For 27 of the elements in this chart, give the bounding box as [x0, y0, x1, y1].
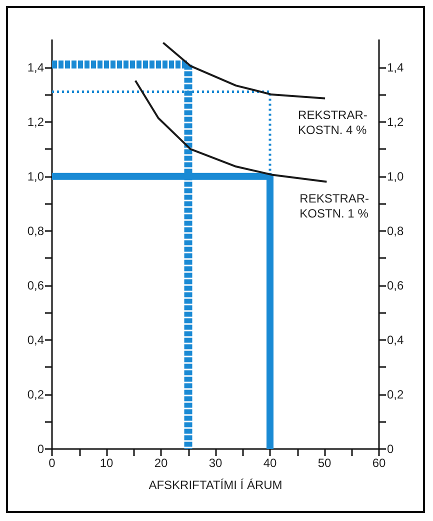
- y2-tick-label: 0,4: [387, 332, 404, 347]
- x-axis-title: AFSKRIFTATÍMI Í ÁRUM: [148, 478, 282, 492]
- y2-tick-label: 0,8: [387, 224, 404, 238]
- line-series: [162, 42, 326, 100]
- y2-tick-label: 0,6: [387, 278, 404, 292]
- x-tick-label: 20: [154, 456, 168, 470]
- x-tick-label: 10: [100, 456, 114, 470]
- y-tick-label: 1,2: [27, 114, 44, 129]
- x-tick-label: 50: [318, 456, 332, 470]
- x-tick-label: 0: [48, 456, 56, 470]
- x-tick-label: 30: [208, 456, 222, 470]
- y-tick-label: 0,2: [27, 387, 44, 402]
- y2-tick-label: 0,2: [387, 387, 404, 402]
- y-tick-label: 1,4: [27, 60, 44, 74]
- y2-tick-label: 1,0: [387, 169, 404, 184]
- y-tick-label: 0,6: [27, 278, 44, 292]
- y2-tick-label: 1,4: [387, 60, 404, 74]
- x-tick-label: 40: [263, 456, 277, 470]
- y-tick-label: 0,8: [27, 224, 44, 238]
- series-label: REKSTRAR- KOSTN. 4 %: [298, 108, 368, 137]
- x-tick-label: 60: [372, 456, 386, 470]
- y-tick-label: 0,4: [27, 332, 44, 347]
- series-label: REKSTRAR- KOSTN. 1 %: [300, 191, 370, 220]
- y2-tick-label: 0: [387, 442, 394, 456]
- y2-tick-label: 1,2: [387, 114, 404, 129]
- y-tick-label: 1,0: [27, 169, 44, 184]
- y-tick-label: 0: [37, 442, 44, 456]
